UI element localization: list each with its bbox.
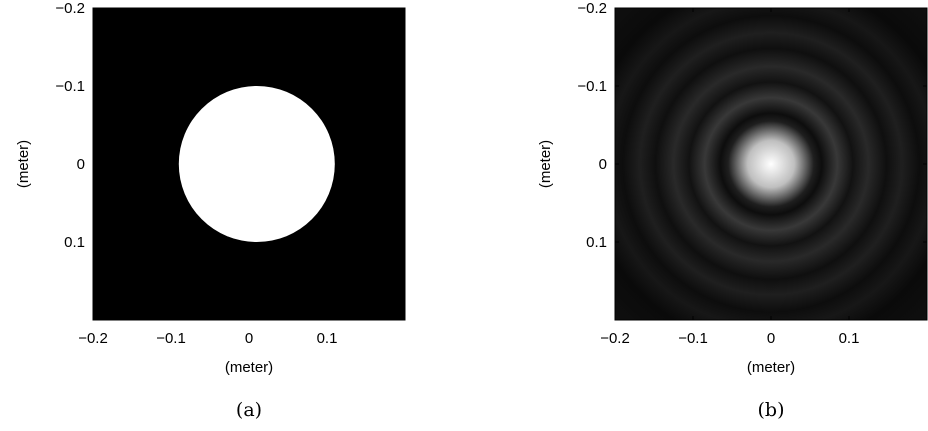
- panel-b-y-axis-label: (meter): [537, 140, 554, 188]
- panel-b-caption: (b): [758, 399, 785, 421]
- panel-b-y-tick-label: 0.1: [586, 234, 607, 251]
- panel-a-x-tick-label: −0.2: [78, 330, 108, 347]
- panel-a: −0.2 −0.1 0 0.1 −0.2 −0.1 0 0.1 (meter) (meter)…: [15, 0, 406, 421]
- panel-b-plot-area: [615, 8, 927, 320]
- panel-a-x-tick-label: 0: [245, 330, 253, 347]
- panel-a-ticks: −0.2 −0.1 0 0.1 −0.2 −0.1 0 0.1: [55, 0, 405, 347]
- panel-a-y-axis-label: (meter): [15, 140, 32, 188]
- panel-b-x-tick-label: −0.1: [678, 330, 708, 347]
- panel-a-y-tick-label: 0.1: [64, 234, 85, 251]
- panel-a-y-tick-label: 0: [77, 156, 85, 173]
- panel-b-ticks: −0.2 −0.1 0 0.1 −0.2 −0.1 0 0.1: [577, 0, 927, 347]
- panel-b-x-axis-label: (meter): [747, 359, 795, 376]
- aperture-circle: [178, 86, 335, 242]
- panel-a-y-tick-label: −0.1: [55, 78, 85, 95]
- panel-b-y-tick-label: 0: [599, 156, 607, 173]
- panel-b-x-tick-label: 0.1: [839, 330, 860, 347]
- panel-b: −0.2 −0.1 0 0.1 −0.2 −0.1 0 0.1 (meter) (meter)…: [537, 0, 928, 421]
- panel-b-x-tick-label: 0: [767, 330, 775, 347]
- panel-b-y-tick-label: −0.1: [577, 78, 607, 95]
- panel-b-y-tick-label: −0.2: [577, 0, 607, 17]
- panel-a-y-tick-label: −0.2: [55, 0, 85, 17]
- panel-a-caption: (a): [236, 399, 262, 421]
- panel-a-x-tick-label: −0.1: [156, 330, 186, 347]
- panel-a-x-axis-label: (meter): [225, 359, 273, 376]
- panel-b-x-tick-label: −0.2: [600, 330, 630, 347]
- panel-a-x-tick-label: 0.1: [317, 330, 338, 347]
